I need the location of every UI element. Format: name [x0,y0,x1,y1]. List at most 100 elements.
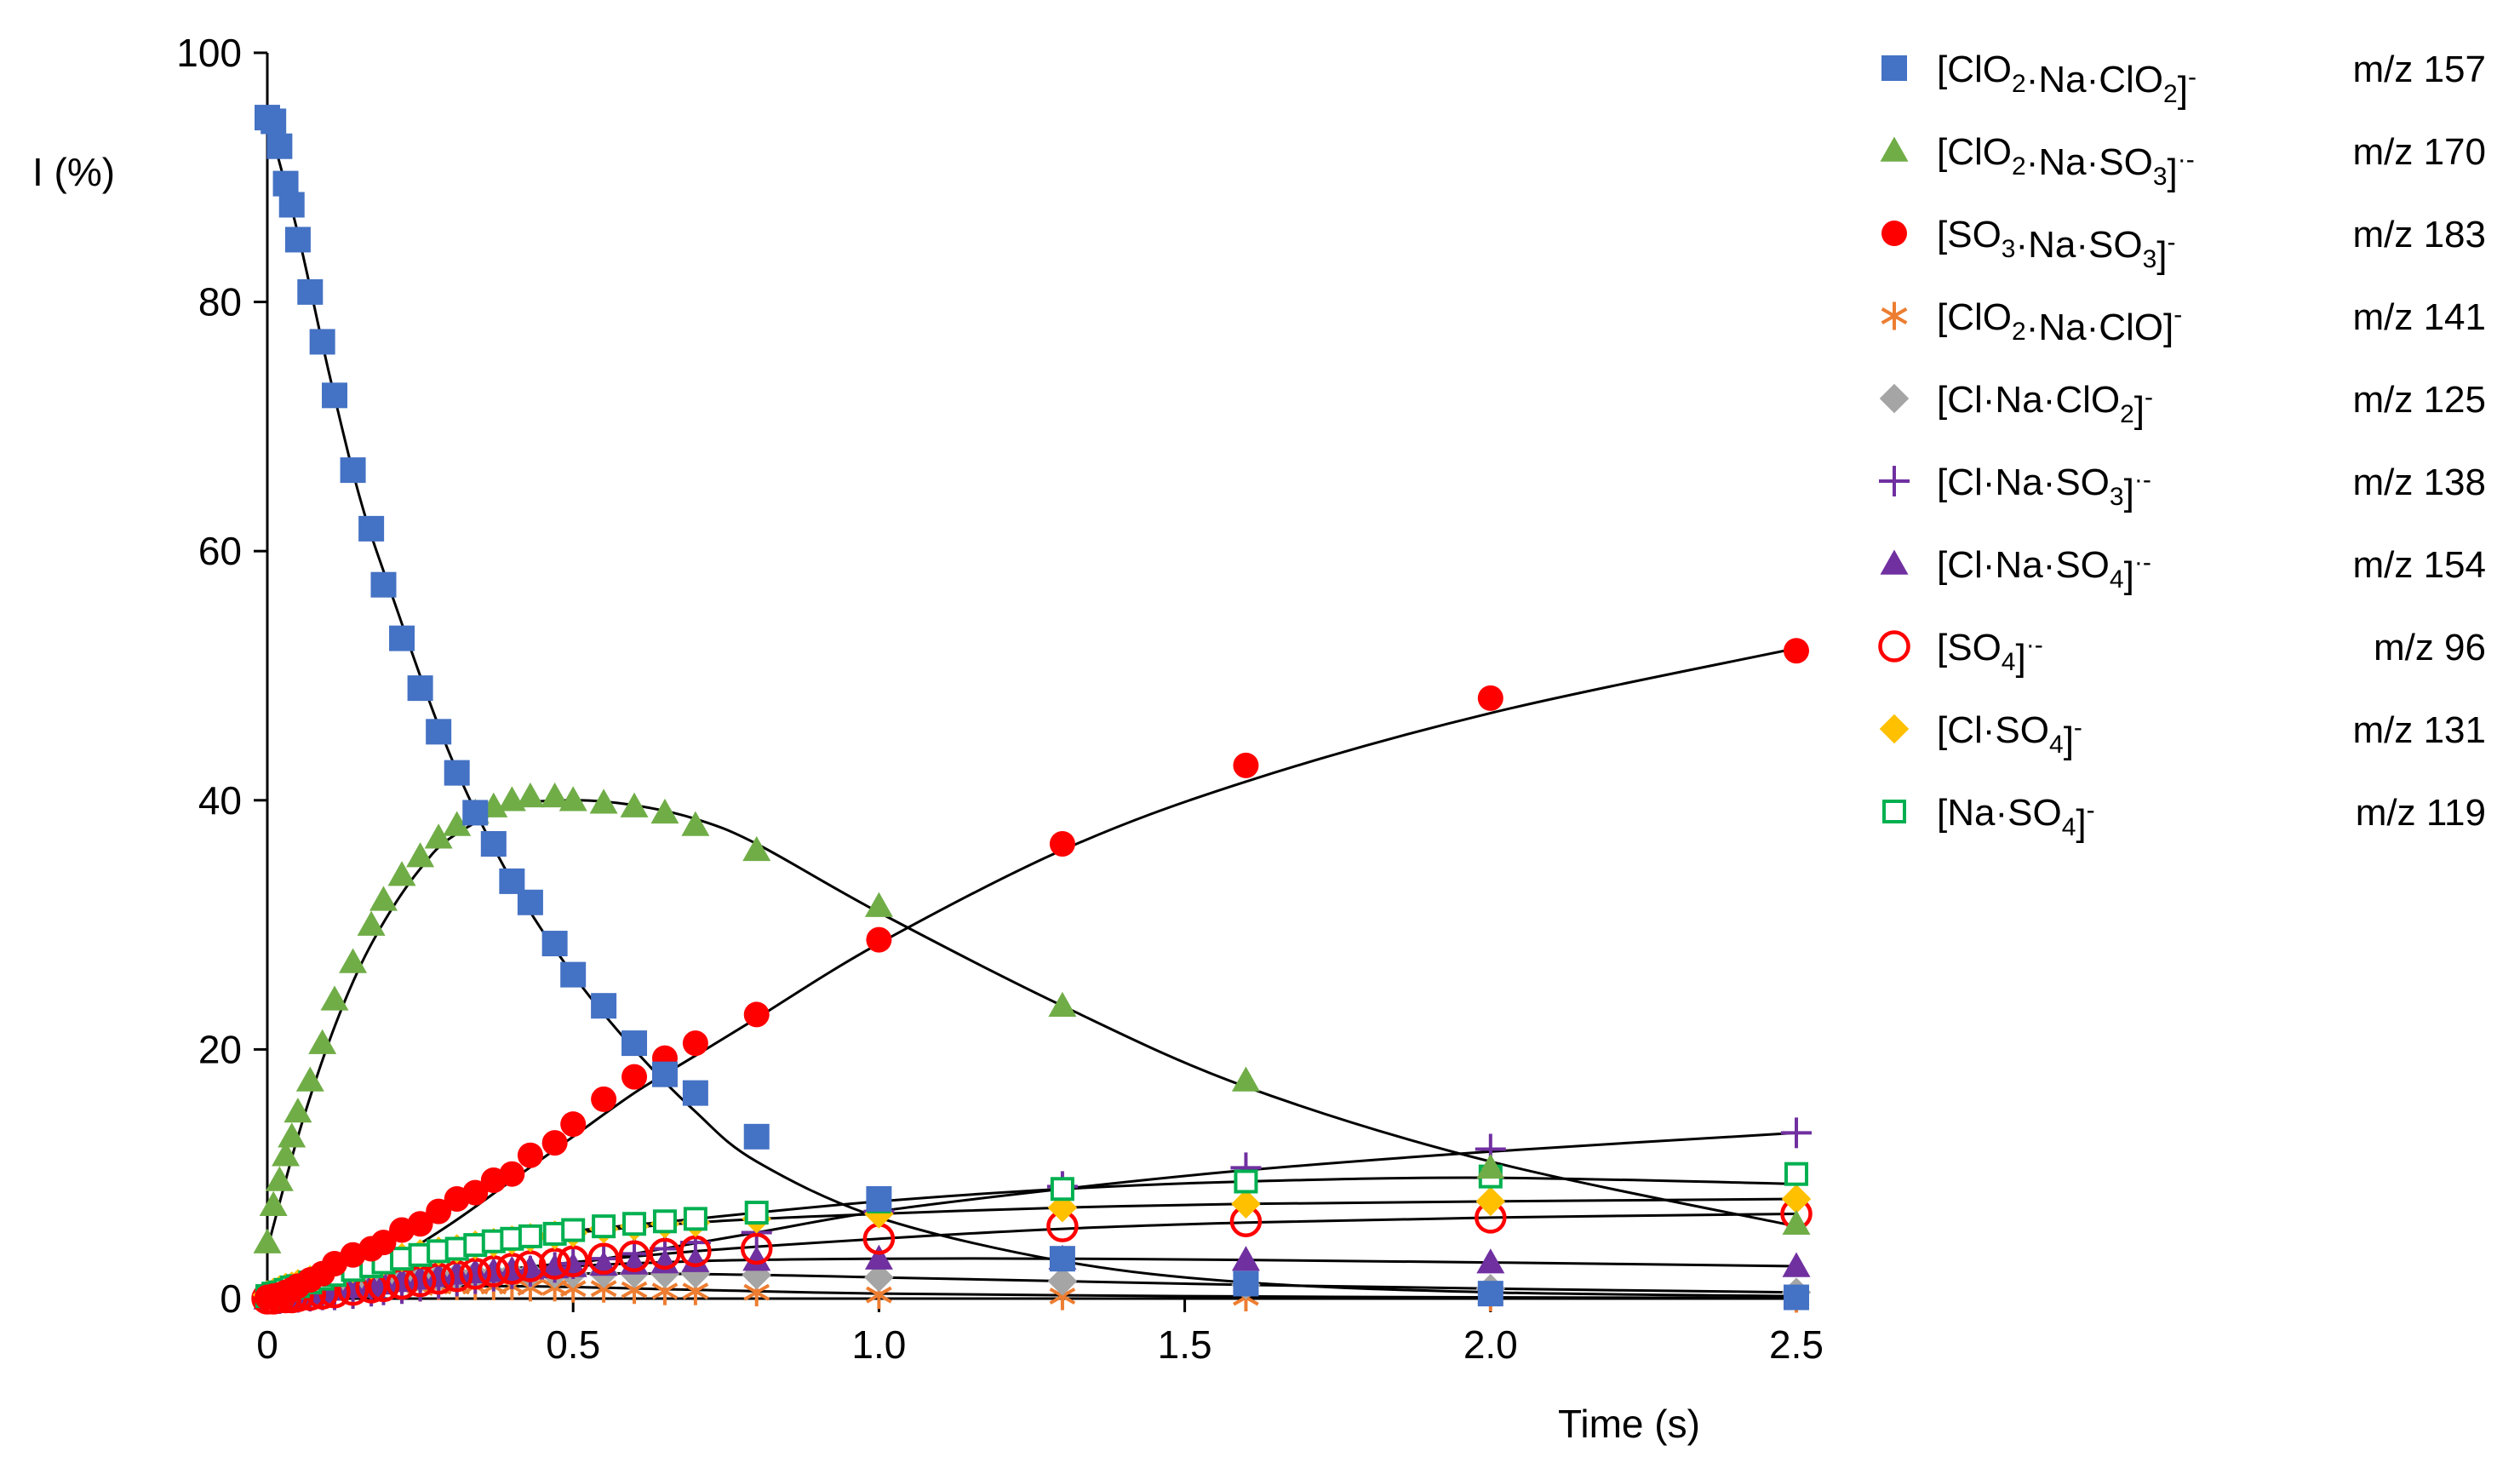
legend-label-part: ] [2134,389,2145,431]
legend-label-part: ·- [2134,548,2151,576]
legend-label-part: 2 [2012,318,2026,346]
legend-label-part: 3 [2153,163,2168,191]
legend-marker-s154 [1880,549,1909,575]
data-point-s183 [591,1086,617,1112]
data-point-s157 [682,1080,708,1106]
data-point-s119 [744,1201,769,1225]
data-point-s96 [740,1232,773,1265]
data-point-s170 [265,1166,294,1191]
legend-label-part: 2 [2012,70,2026,98]
legend-label-part: [Cl·Na·SO [1937,462,2110,503]
legend-mz-s131: m/z 131 [2352,709,2486,751]
legend-label-part: [ClO [1937,296,2012,338]
legend-label-part: - [2145,383,2153,411]
data-point-s119 [1784,1161,1808,1186]
data-point-s183 [370,1230,397,1256]
data-point-s170 [284,1098,312,1123]
data-markers [251,105,1813,1315]
legend-label-part: ] [2076,802,2086,844]
data-point-s157 [866,1185,892,1212]
data-point-s96 [649,1237,681,1270]
legend-label-part: ] [2168,152,2178,193]
legend-marker-s138 [1879,466,1910,496]
legend-label-part: ] [2124,554,2134,596]
data-point-s157 [591,993,617,1019]
legend-mz-s125: m/z 125 [2352,379,2486,421]
data-point-s170 [558,786,587,812]
fit-curve-s157 [266,117,1797,1298]
data-point-s170 [620,792,649,817]
data-point-s157 [266,133,293,159]
data-point-s170 [541,782,570,808]
legend-label-part: - [2074,714,2082,742]
data-point-s157 [480,831,507,857]
legend-label-part: ] [2124,472,2134,513]
legend-marker-s96 [1878,630,1910,662]
y-axis-label: I (%) [32,150,115,194]
legend-label-part: 4 [2002,648,2016,676]
legend-label-part: [Na·SO [1937,792,2062,834]
legend-label-part: ] [2064,720,2074,761]
data-point-s154 [1231,1246,1260,1271]
data-point-s157 [444,760,470,786]
x-tick-label: 0.5 [546,1322,600,1367]
legend-mz-s154: m/z 154 [2352,544,2486,586]
legend-label-part: [Cl·Na·ClO [1937,379,2120,421]
data-point-s183 [426,1198,452,1225]
legend-label-part: 3 [2143,245,2157,273]
data-point-s157 [1477,1281,1503,1307]
y-tick-label: 0 [220,1276,242,1321]
legend-label-s138: [Cl·Na·SO3]·- [1937,462,2151,513]
data-point-s119 [652,1209,677,1234]
series-s157 [255,105,1809,1311]
data-point-s170 [864,892,893,917]
data-point-s170 [424,823,453,849]
data-point-s157 [284,227,311,253]
data-point-s119 [518,1224,542,1248]
legend-label-part: - [2168,228,2176,256]
data-point-s119 [683,1207,707,1231]
legend-label-s119: [Na·SO4]- [1937,792,2095,844]
data-point-s170 [589,789,618,814]
data-point-s170 [406,842,435,868]
data-point-s157 [407,675,433,702]
legend-entry-s170: [ClO2·Na·SO3]·- m/z 170 [1880,131,2486,193]
legend-label-part: 3 [2002,235,2016,263]
data-point-s170 [357,910,386,936]
legend-label-part: 4 [2049,731,2064,759]
data-point-s170 [1048,991,1077,1017]
data-point-s183 [407,1211,433,1237]
data-point-s170 [308,1029,337,1054]
legend-label-part: ] [2156,234,2167,276]
data-point-s138 [1781,1117,1812,1149]
data-point-s170 [339,948,368,973]
legend-label-part: 2 [2120,400,2134,428]
data-point-s154 [1782,1252,1811,1277]
legend-mz-s96: m/z 96 [2374,627,2486,668]
legend-label-part: ·Na·ClO] [2026,307,2174,348]
data-point-s96 [587,1242,620,1275]
legend-entry-s154: [Cl·Na·SO4]·- m/z 154 [1880,544,2486,596]
data-point-s154 [864,1244,893,1270]
data-point-s119 [592,1214,616,1239]
data-point-s154 [1476,1248,1505,1274]
legend-label-part: ·Na·SO [2026,141,2153,183]
legend-label-part: [ClO [1937,131,2012,173]
legend-label-s170: [ClO2·Na·SO3]·- [1937,131,2195,193]
legend-label-part: 4 [2062,813,2076,841]
legend-entry-s96: [SO4]·- m/z 96 [1878,627,2486,679]
legend-mz-s170: m/z 170 [2352,131,2486,173]
legend-marker-s170 [1880,136,1909,162]
data-point-s131 [1231,1189,1261,1219]
legend-entry-s125: [Cl·Na·ClO2]- m/z 125 [1879,379,2486,431]
data-point-s170 [272,1141,301,1167]
legend-label-s157: [ClO2·Na·ClO2]- [1937,49,2196,111]
y-tick-label: 20 [198,1027,242,1071]
data-point-s183 [517,1142,543,1168]
data-point-s170 [387,861,416,886]
data-point-s183 [462,1179,489,1206]
data-point-s170 [1476,1153,1505,1179]
data-point-s119 [622,1212,647,1236]
legend-entry-s131: [Cl·SO4]- m/z 131 [1879,709,2486,761]
